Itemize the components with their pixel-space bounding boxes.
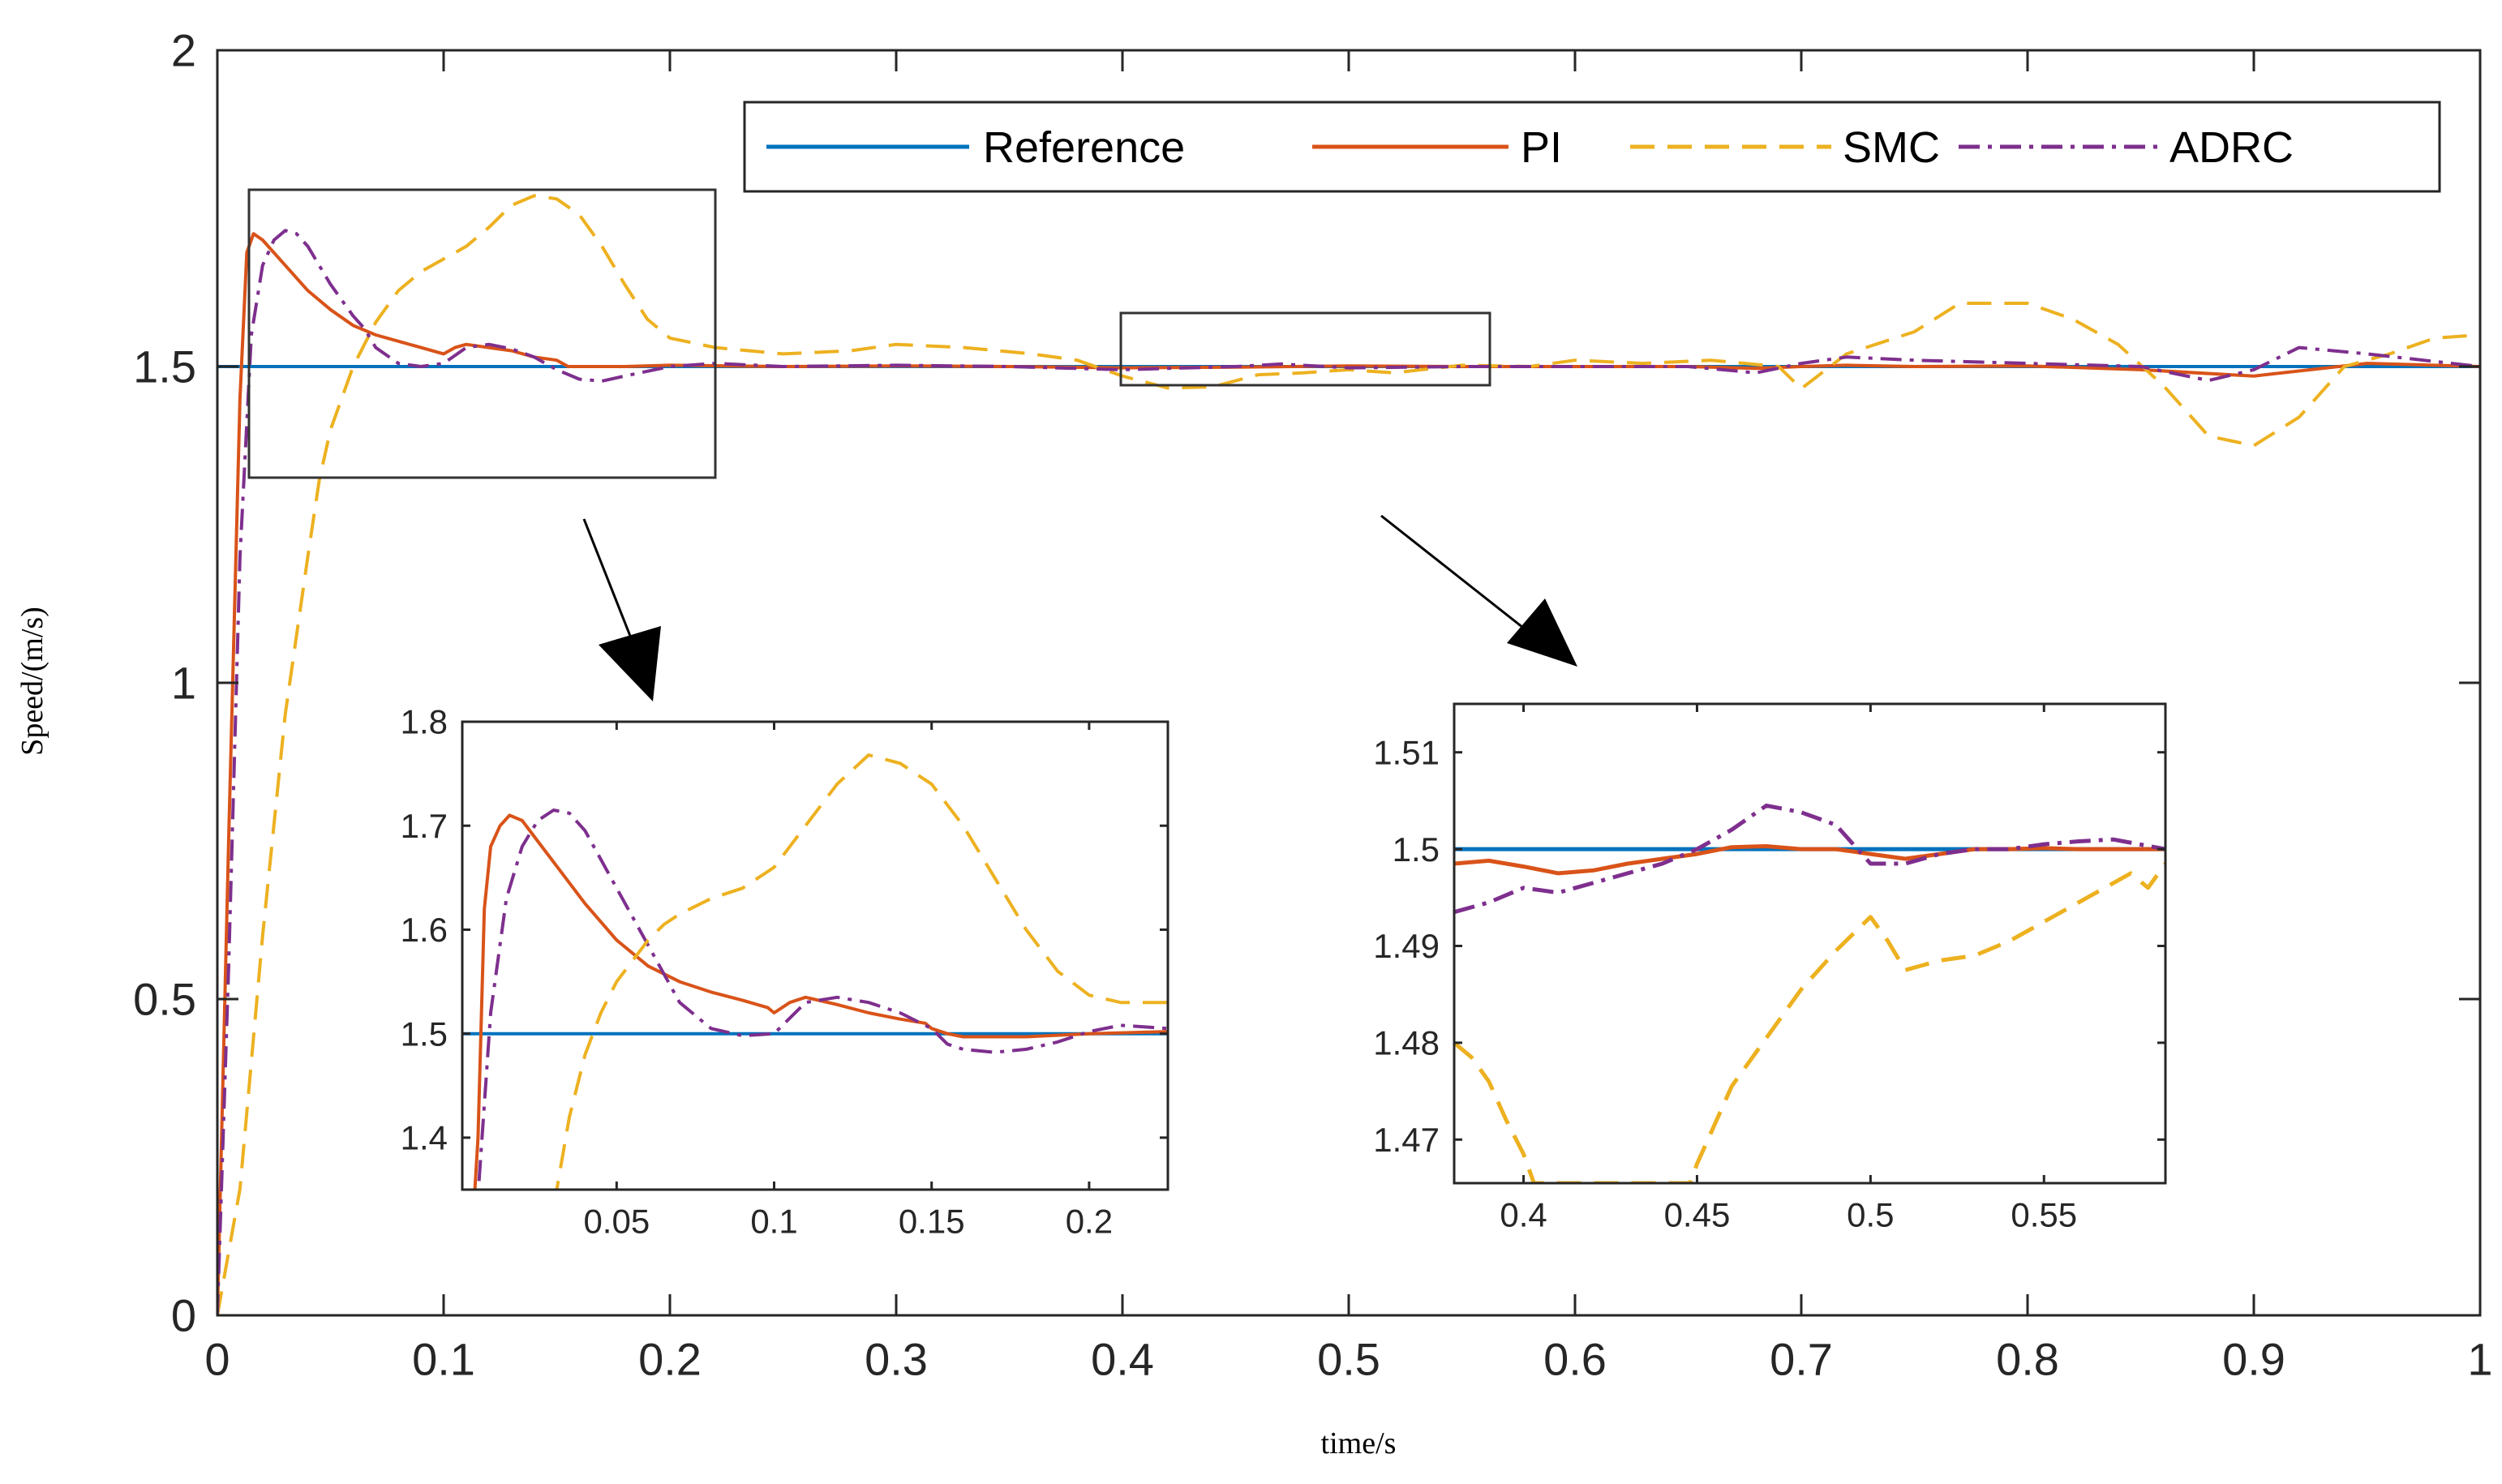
zoom-arrowhead-right [1507, 598, 1577, 667]
legend-label-pi: PI [1521, 123, 1562, 172]
main-ytick-label: 0.5 [133, 974, 196, 1025]
main-xtick-label: 0.3 [865, 1334, 928, 1385]
inset-start-series-smc [555, 753, 1168, 1190]
inset-middle-xtick-label: 0.45 [1664, 1196, 1731, 1234]
main-xtick-label: 0.7 [1770, 1334, 1833, 1385]
main-xtick-label: 0.5 [1317, 1334, 1380, 1385]
zoom-arrowhead-left [599, 626, 661, 701]
main-xtick-label: 0.1 [412, 1334, 475, 1385]
inset-middle-ytick-label: 1.48 [1373, 1024, 1440, 1062]
main-ytick-label: 2 [171, 25, 196, 76]
inset-start-ytick-label: 1.5 [401, 1014, 448, 1053]
main-xtick-label: 0.4 [1091, 1334, 1154, 1385]
x-axis-label: time/s [1321, 1426, 1397, 1460]
legend-label-smc: SMC [1843, 123, 1940, 172]
inset-middle-xtick-label: 0.5 [1847, 1196, 1894, 1234]
main-xtick-label: 0.9 [2222, 1334, 2285, 1385]
inset-start-frame [461, 720, 1169, 1191]
inset-middle-ytick-label: 1.47 [1373, 1121, 1440, 1159]
inset-middle-background [1454, 704, 2165, 1183]
legend-label-adrc: ADRC [2169, 123, 2294, 172]
main-series-smc [217, 194, 2480, 1315]
main-ytick-label: 1 [171, 658, 196, 709]
inset-start-xtick-label: 0.2 [1066, 1203, 1113, 1241]
main-xtick-label: 0.8 [1996, 1334, 2059, 1385]
inset-start-ytick-label: 1.4 [401, 1119, 448, 1157]
inset-middle-xtick-label: 0.4 [1500, 1196, 1547, 1234]
inset-middle-frame [1453, 702, 2167, 1185]
inset-plot-start: 0.05 0.1 0.15 0.2 1.4 1.5 1.6 1.7 1.8 [401, 703, 1169, 1241]
main-ytick-label: 1.5 [133, 341, 196, 392]
main-plot: 0 0.1 0.2 0.3 0.4 0.5 0.6 0.7 0.8 0.9 1 0 0.5 1 1.5 2 [133, 25, 2492, 1385]
inset-middle-xtick-label: 0.55 [2011, 1196, 2077, 1234]
inset-start-xtick-label: 0.05 [583, 1203, 650, 1241]
inset-middle-series-pi [1454, 844, 2165, 876]
main-series-pi [217, 232, 2480, 1315]
main-xtick-label: 0.2 [638, 1334, 702, 1385]
inset-start-xtick-label: 0.1 [750, 1203, 797, 1241]
inset-middle-ytick-label: 1.51 [1373, 733, 1440, 771]
inset-middle-ytick-label: 1.5 [1393, 830, 1440, 869]
main-xtick-label: 0 [204, 1334, 230, 1385]
main-xtick-label: 0.6 [1543, 1334, 1607, 1385]
legend-label-reference: Reference [983, 123, 1185, 172]
inset-middle-series-adrc [1454, 803, 2165, 915]
inset-plot-middle: 0.4 0.45 0.5 0.55 1.47 1.48 1.49 1.5 1.51 [1373, 702, 2167, 1234]
inset-start-xtick-label: 0.15 [899, 1203, 965, 1241]
zoom-box-start [247, 188, 717, 479]
inset-start-series-pi [473, 813, 1168, 1190]
main-ytick-label: 0 [171, 1290, 196, 1341]
main-series-adrc [217, 229, 2480, 1315]
inset-start-background [462, 722, 1168, 1190]
y-axis-label: Speed/(m/s) [15, 607, 49, 756]
main-xtick-label: 1 [2467, 1334, 2492, 1385]
inset-middle-ytick-label: 1.49 [1373, 927, 1440, 965]
zoom-box-middle [1119, 311, 1491, 387]
inset-start-ytick-label: 1.6 [401, 911, 448, 949]
legend: Reference PI SMC ADRC [743, 101, 2441, 193]
inset-start-ytick-label: 1.7 [401, 807, 448, 845]
inset-start-ytick-label: 1.8 [401, 703, 448, 741]
